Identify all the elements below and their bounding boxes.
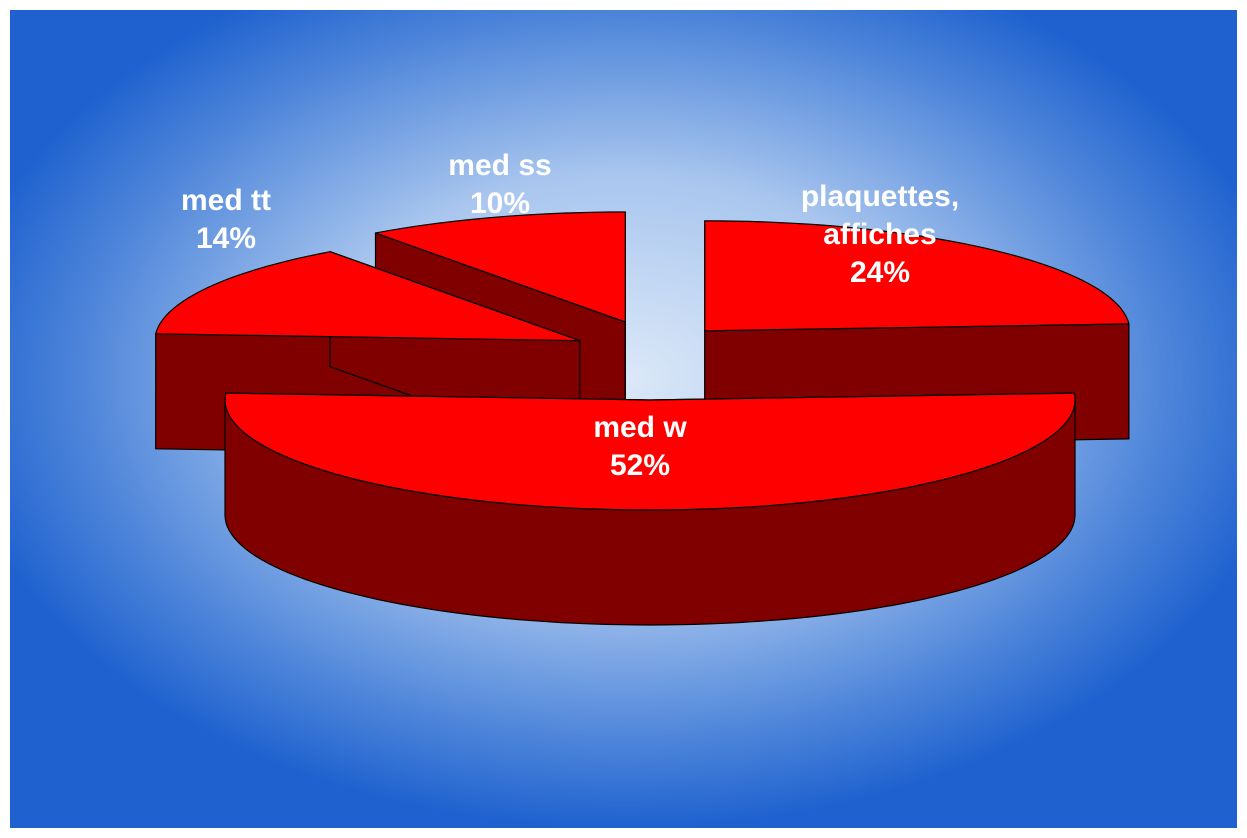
data-label: med ss 10% xyxy=(420,147,580,223)
value-label: 10% xyxy=(469,187,531,220)
data-label: plaquettes, affiches 24% xyxy=(785,178,975,292)
category-label: med ss xyxy=(448,149,552,182)
value-label: 24% xyxy=(849,256,911,289)
category-label: plaquettes, affiches xyxy=(800,180,960,251)
pie-slice-top xyxy=(224,392,1076,511)
data-label: med w 52% xyxy=(540,409,740,485)
category-label: med tt xyxy=(181,184,271,217)
value-label: 14% xyxy=(195,222,257,255)
category-label: med w xyxy=(593,411,687,444)
pie-slice-top xyxy=(704,220,1130,332)
pie-slice-top xyxy=(374,211,626,323)
pie-slice-top xyxy=(155,251,581,342)
pie-slice xyxy=(224,392,1076,626)
data-label: med tt 14% xyxy=(146,182,306,258)
value-label: 52% xyxy=(609,449,671,482)
